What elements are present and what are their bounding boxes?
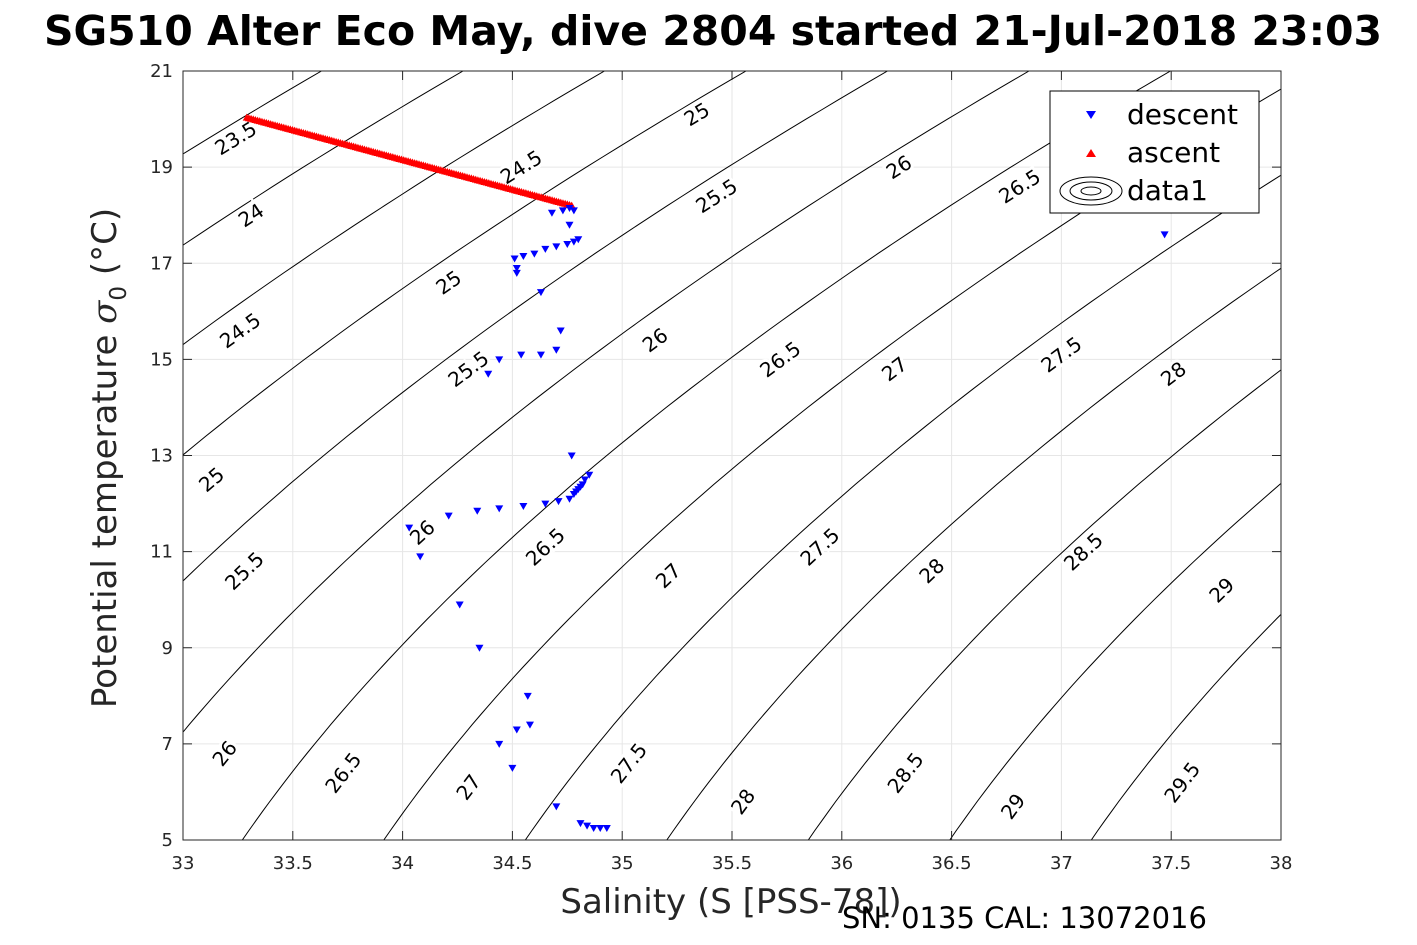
descent-point	[536, 289, 545, 297]
x-tick-label: 37	[1050, 853, 1073, 874]
descent-point	[525, 721, 534, 729]
descent-point	[512, 726, 521, 734]
contour-line	[183, 71, 605, 346]
descent-point	[596, 824, 605, 832]
y-tick-label: 7	[162, 734, 173, 755]
x-tick-label: 36.5	[932, 853, 972, 874]
descent-point	[444, 512, 453, 520]
descent-point	[405, 524, 414, 532]
descent-point	[552, 803, 561, 811]
descent-point	[602, 824, 611, 832]
x-axis-ticks: 33 33.5 34 34.5 35 35.5 36 36.5 37 37.5 38	[172, 71, 1293, 874]
descent-point	[536, 351, 545, 359]
contour-line	[807, 369, 1281, 840]
y-tick-label: 9	[162, 638, 173, 659]
descent-point	[574, 236, 583, 244]
y-tick-label: 5	[162, 830, 173, 851]
descent-point	[512, 265, 521, 273]
legend-descent-label: descent	[1127, 98, 1238, 131]
y-tick-label: 19	[150, 157, 173, 178]
descent-point	[576, 820, 585, 828]
contour-line	[183, 71, 464, 246]
descent-point	[416, 553, 425, 561]
descent-point	[580, 476, 589, 484]
legend-ascent-label: ascent	[1127, 136, 1220, 169]
legend-box	[1049, 90, 1260, 214]
descent-point	[455, 601, 464, 609]
descent-point	[495, 505, 504, 513]
descent-point	[530, 250, 539, 258]
descent-series	[405, 204, 1169, 832]
y-tick-label: 11	[150, 542, 173, 563]
descent-point	[565, 221, 574, 229]
descent-point	[552, 346, 561, 354]
y-tick-label: 15	[150, 349, 173, 370]
footer-serial-calibration: SN: 0135 CAL: 13072016	[842, 901, 1207, 935]
descent-point	[519, 253, 528, 261]
legend-data1-label: data1	[1127, 174, 1208, 207]
contour-line	[183, 71, 888, 582]
descent-point	[569, 207, 578, 215]
descent-point	[589, 824, 598, 832]
x-tick-label: 34	[391, 853, 414, 874]
descent-point	[583, 822, 592, 830]
descent-point	[565, 204, 574, 212]
x-axis-label: Salinity (S [PSS-78])	[560, 882, 901, 922]
descent-point	[569, 238, 578, 246]
contour-line	[183, 71, 1030, 733]
descent-point	[569, 490, 578, 498]
descent-point	[495, 740, 504, 748]
x-tick-label: 34.5	[492, 853, 532, 874]
descent-point	[473, 507, 482, 515]
descent-point	[517, 351, 526, 359]
contour-line	[241, 71, 1171, 840]
descent-point	[547, 209, 556, 217]
descent-point	[484, 370, 493, 378]
y-tick-label: 13	[150, 446, 173, 467]
legend: descent ascent data1	[1049, 90, 1260, 214]
x-tick-label: 36	[830, 853, 853, 874]
ascent-series	[242, 113, 576, 209]
x-tick-label: 33	[172, 853, 195, 874]
y-axis-ticks: 5 7 9 11 13 15 17 19 21	[150, 61, 1281, 851]
x-tick-label: 33.5	[273, 853, 313, 874]
descent-point	[508, 764, 517, 772]
descent-point	[510, 255, 519, 263]
y-axis-label: Potential temperature σ0 (°C)	[85, 208, 132, 708]
contour-line	[666, 267, 1281, 840]
legend-contour-icon	[1059, 176, 1123, 206]
descent-point	[523, 692, 532, 700]
legend-descent-marker	[1086, 111, 1096, 119]
descent-point	[563, 241, 572, 249]
descent-point	[558, 207, 567, 215]
descent-point	[495, 356, 504, 364]
chart-title: SG510 Alter Eco May, dive 2804 started 2…	[44, 7, 1382, 55]
y-tick-label: 21	[150, 61, 173, 82]
contour-line	[1090, 613, 1281, 840]
descent-point	[541, 245, 550, 253]
x-tick-label: 35	[611, 853, 634, 874]
density-contours	[183, 71, 1281, 840]
descent-point	[585, 471, 594, 479]
contour-line	[949, 482, 1281, 840]
x-tick-label: 35.5	[712, 853, 752, 874]
y-tick-label: 17	[150, 253, 173, 274]
x-tick-label: 37.5	[1151, 853, 1191, 874]
legend-ascent-marker	[1086, 149, 1096, 157]
descent-point	[565, 495, 574, 503]
descent-point	[567, 452, 576, 460]
descent-point	[556, 327, 565, 335]
descent-point	[552, 243, 561, 251]
descent-point	[1160, 231, 1169, 239]
descent-point	[541, 500, 550, 508]
descent-point	[475, 644, 484, 652]
descent-point	[519, 502, 528, 510]
descent-point	[554, 498, 563, 506]
x-tick-label: 38	[1270, 853, 1293, 874]
descent-point	[512, 269, 521, 277]
